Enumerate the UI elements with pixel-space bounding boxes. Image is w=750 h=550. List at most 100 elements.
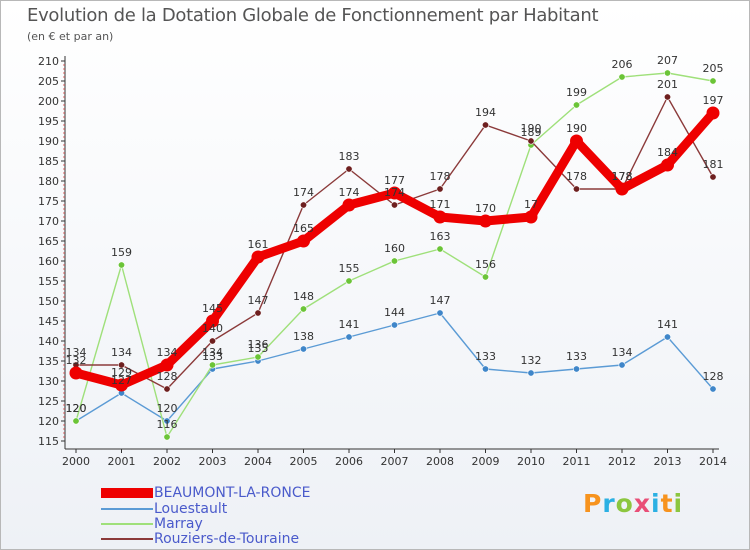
data-label-louestault: 147 — [430, 294, 451, 307]
data-point-marray — [345, 277, 353, 285]
data-point-louestault — [663, 333, 671, 341]
data-point-marray — [118, 261, 126, 269]
legend-swatch-marray — [101, 523, 153, 525]
data-label-louestault: 134 — [612, 346, 633, 359]
data-label-louestault: 133 — [475, 350, 496, 363]
data-label-rouziers-de-touraine: 183 — [339, 150, 360, 163]
data-label-rouziers-de-touraine: 181 — [703, 158, 724, 171]
legend-swatch-louestault — [101, 508, 153, 510]
data-point-marray — [618, 73, 626, 81]
data-point-marray — [209, 361, 217, 369]
y-tick-label: 185 — [38, 155, 59, 168]
data-label-beaumont-la-ronce: 132 — [66, 354, 87, 367]
data-label-marray: 148 — [293, 290, 314, 303]
y-tick-label: 180 — [38, 175, 59, 188]
data-label-beaumont-la-ronce: 177 — [384, 174, 405, 187]
data-point-rouziers-de-touraine — [345, 165, 353, 173]
x-tick-label: 2002 — [153, 455, 181, 468]
data-label-rouziers-de-touraine: 140 — [202, 322, 223, 335]
data-point-rouziers-de-touraine — [663, 93, 671, 101]
data-label-beaumont-la-ronce: 17 — [524, 198, 538, 211]
data-point-rouziers-de-touraine — [481, 121, 489, 129]
data-label-marray: 206 — [612, 58, 633, 71]
data-label-rouziers-de-touraine: 174 — [293, 186, 314, 199]
data-label-louestault: 133 — [202, 350, 223, 363]
data-point-rouziers-de-touraine — [163, 385, 171, 393]
data-label-beaumont-la-ronce: 174 — [339, 186, 360, 199]
data-label-rouziers-de-touraine: 174 — [384, 186, 405, 199]
data-label-louestault: 120 — [157, 402, 178, 415]
data-point-rouziers-de-touraine — [436, 185, 444, 193]
data-point-beaumont-la-ronce — [706, 106, 720, 120]
data-point-beaumont-la-ronce — [251, 250, 265, 264]
y-tick-label: 120 — [38, 415, 59, 428]
data-point-beaumont-la-ronce — [160, 358, 174, 372]
data-label-rouziers-de-touraine: 134 — [66, 346, 87, 359]
data-point-beaumont-la-ronce — [69, 366, 83, 380]
data-point-rouziers-de-touraine — [572, 185, 580, 193]
data-label-beaumont-la-ronce: 161 — [248, 238, 269, 251]
data-point-marray — [481, 273, 489, 281]
data-point-beaumont-la-ronce — [388, 186, 401, 200]
data-label-beaumont-la-ronce: 171 — [430, 198, 451, 211]
data-point-louestault — [345, 333, 353, 341]
data-label-marray: 134 — [202, 346, 223, 359]
data-point-marray — [390, 257, 398, 265]
data-point-rouziers-de-touraine — [254, 309, 262, 317]
data-point-rouziers-de-touraine — [118, 361, 126, 369]
logo-letter: i — [673, 489, 684, 518]
data-label-marray: 136 — [248, 338, 269, 351]
data-point-beaumont-la-ronce — [479, 214, 492, 228]
data-label-beaumont-la-ronce: 134 — [157, 346, 178, 359]
data-point-louestault — [390, 321, 398, 329]
x-tick-label: 2011 — [563, 455, 591, 468]
legend-label-marray: Marray — [154, 516, 203, 532]
y-tick-label: 135 — [38, 355, 59, 368]
data-label-beaumont-la-ronce: 165 — [293, 222, 314, 235]
x-tick-label: 2005 — [290, 455, 318, 468]
legend-label-beaumont: BEAUMONT-LA-RONCE — [154, 485, 311, 501]
y-tick-label: 140 — [38, 335, 59, 348]
data-point-marray — [572, 101, 580, 109]
data-label-rouziers-de-touraine: 128 — [157, 370, 178, 383]
data-point-louestault — [436, 309, 444, 317]
logo-letter: o — [615, 489, 634, 518]
data-label-beaumont-la-ronce: 129 — [111, 366, 132, 379]
data-label-marray: 163 — [430, 230, 451, 243]
data-point-rouziers-de-touraine — [527, 137, 535, 145]
data-point-louestault — [572, 365, 580, 373]
data-label-marray: 120 — [66, 402, 87, 415]
series-lines — [69, 69, 720, 441]
x-tick-label: 2012 — [608, 455, 636, 468]
legend-label-rouziers: Rouziers-de-Touraine — [154, 531, 300, 547]
data-label-beaumont-la-ronce: 184 — [657, 146, 678, 159]
data-label-rouziers-de-touraine: 178 — [612, 170, 633, 183]
axes: 115 120 125 130 135 140 145 150 155 160 165 170 175 1… — [38, 55, 727, 468]
data-point-marray — [663, 69, 671, 77]
y-tick-label: 210 — [38, 55, 59, 68]
legend-label-louestault: Louestault — [154, 501, 228, 517]
logo-letter: r — [602, 489, 616, 518]
y-tick-label: 200 — [38, 95, 59, 108]
data-label-marray: 189 — [521, 126, 542, 139]
data-label-louestault: 141 — [657, 318, 678, 331]
data-label-rouziers-de-touraine: 178 — [566, 170, 587, 183]
y-tick-label: 130 — [38, 375, 59, 388]
data-label-louestault: 120 — [66, 402, 87, 415]
proxiti-logo: Proxiti — [583, 489, 683, 518]
data-point-louestault — [299, 345, 307, 353]
data-label-marray: 205 — [703, 62, 724, 75]
x-tick-label: 2007 — [381, 455, 409, 468]
data-point-marray — [436, 245, 444, 253]
data-point-beaumont-la-ronce — [524, 210, 538, 224]
data-point-marray — [299, 305, 307, 313]
data-label-louestault: 138 — [293, 330, 314, 343]
x-tick-label: 2008 — [426, 455, 454, 468]
data-label-rouziers-de-touraine: 147 — [248, 294, 269, 307]
data-label-louestault: 127 — [111, 374, 132, 387]
data-label-louestault: 132 — [521, 354, 542, 367]
x-tick-label: 2009 — [472, 455, 500, 468]
